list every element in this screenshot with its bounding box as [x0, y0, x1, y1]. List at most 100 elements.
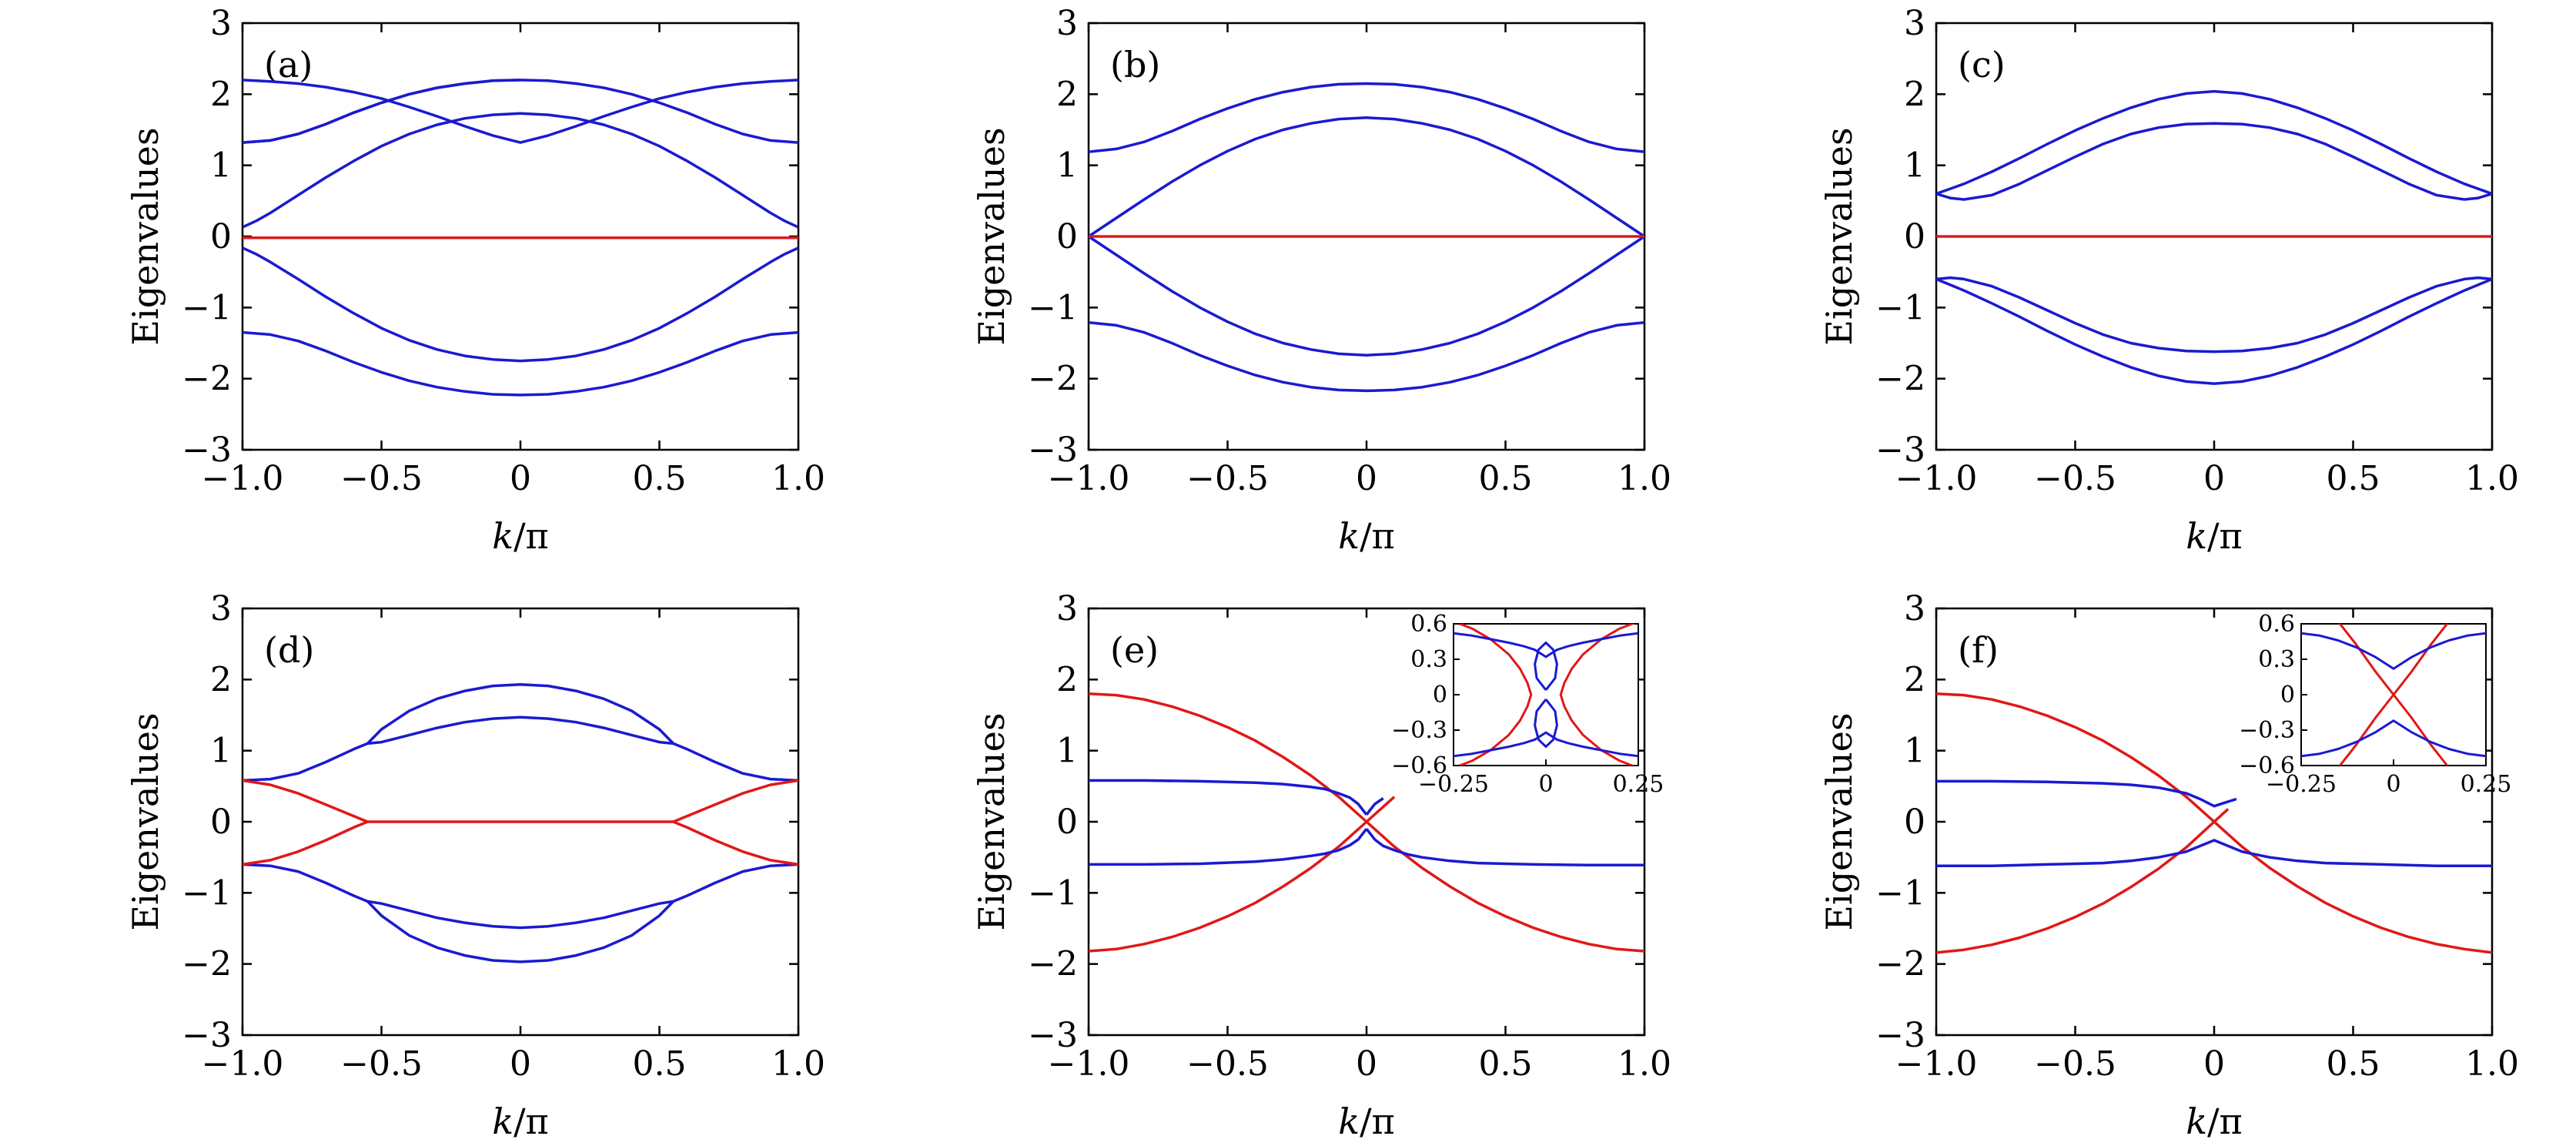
x-tick-label: −0.5	[340, 1044, 423, 1084]
y-tick-label: −1	[1028, 288, 1078, 327]
x-tick-label: −0.5	[1186, 1044, 1269, 1084]
y-tick-label: 3	[210, 589, 232, 628]
x-tick-label: 0	[1356, 1044, 1377, 1084]
series-red-lower-left	[243, 820, 369, 866]
y-tick-label: 3	[1056, 4, 1078, 43]
x-tick-label: 1.0	[2465, 1044, 2519, 1084]
x-axis-var: k	[2186, 1101, 2207, 1142]
y-axis-title: Eigenvalues	[971, 127, 1012, 345]
y-tick-label: 2	[1904, 660, 1925, 699]
inset-y-tick-label: −0.3	[1391, 717, 1447, 744]
panel-label: (a)	[264, 44, 313, 85]
panel-f: −1.0 −0.5 0 0.5 1.0 −3 −2 −1 0 1 2 3 k/π Eigenvalues (…	[1818, 589, 2519, 1142]
x-tick-label: 0.5	[633, 459, 687, 498]
series-red-up	[1089, 796, 1396, 953]
y-tick-label: −2	[1028, 360, 1078, 399]
y-axis-title: Eigenvalues	[125, 712, 166, 930]
series-group	[1089, 82, 1644, 393]
y-axis-title: Eigenvalues	[971, 712, 1012, 930]
y-tick-label: 1	[1056, 732, 1078, 771]
y-tick-label: −3	[1028, 1016, 1078, 1055]
x-axis-var: k	[1338, 1101, 1360, 1142]
inset-series-inset-red-b	[2338, 624, 2449, 766]
x-axis-title: k/π	[1338, 515, 1395, 557]
panel-label: (e)	[1110, 629, 1159, 671]
series-lower-inner	[1089, 235, 1644, 357]
x-tick-label: 0.5	[1479, 459, 1533, 498]
y-tick-label: −2	[182, 945, 232, 984]
y-tick-label: 1	[210, 732, 232, 771]
y-tick-label: 1	[1904, 146, 1925, 186]
inset-series-inset-blue-top	[2301, 632, 2486, 670]
x-tick-label: −0.5	[2034, 459, 2116, 498]
inset-y-tick-label: −0.6	[2239, 752, 2295, 779]
x-tick-label: 1.0	[1618, 1044, 1671, 1084]
panel-label: (d)	[264, 629, 314, 671]
y-tick-label: 0	[210, 217, 232, 256]
x-tick-label: −0.5	[2034, 1044, 2116, 1084]
inset-x-tick-label: 0	[1538, 771, 1553, 798]
series-lower-bubble-bottom	[366, 900, 674, 963]
x-axis-title: k/π	[2186, 1101, 2243, 1142]
series-blue-right-upper	[1365, 797, 1384, 816]
inset-y-tick-label: 0.6	[2258, 611, 2295, 638]
inset-series-inset-blue-loop-down	[1534, 699, 1558, 748]
x-tick-label: −1.0	[1048, 459, 1130, 498]
y-tick-label: 0	[1904, 217, 1925, 256]
x-axis-var: k	[492, 515, 514, 557]
x-tick-label: −1.0	[1895, 459, 1978, 498]
x-tick-label: 0	[1356, 459, 1377, 498]
series-lower-outer	[1089, 320, 1644, 393]
y-tick-label: 2	[210, 660, 232, 699]
x-axis-unit: /π	[514, 1101, 549, 1142]
series-blue-upper	[1936, 779, 2237, 808]
inset-series-inset-blue-bottom	[2301, 719, 2486, 758]
inset-y-tick-label: −0.3	[2239, 717, 2295, 744]
y-tick-label: 3	[1904, 589, 1925, 628]
x-tick-label: −1.0	[202, 459, 284, 498]
inset-y-tick-label: 0	[2280, 682, 2295, 709]
series-upper-bubble-top	[366, 683, 674, 745]
panel-label: (f)	[1958, 629, 1999, 671]
x-tick-label: −0.5	[1186, 459, 1269, 498]
series-lower-side-right	[672, 863, 798, 903]
x-tick-label: 0	[2203, 1044, 2225, 1084]
series-lower-outer	[243, 330, 798, 397]
inset-x-tick-label: 0	[2386, 771, 2400, 798]
y-tick-label: −3	[1875, 1016, 1925, 1055]
x-tick-label: −1.0	[1895, 1044, 1978, 1084]
series-upper-bubble-bottom	[367, 715, 674, 746]
panel-label: (c)	[1958, 44, 2006, 85]
panel-b: −1.0 −0.5 0 0.5 1.0 −3 −2 −1 0 1 2 3 k/π Eigenvalues (…	[971, 4, 1671, 557]
x-tick-label: 0.5	[1479, 1044, 1533, 1084]
inset-frame	[1453, 623, 1639, 766]
series-upper-side-right	[672, 742, 798, 782]
series-lower-side-left	[243, 863, 369, 903]
series-band1	[243, 79, 798, 144]
y-axis-title: Eigenvalues	[1818, 127, 1860, 345]
y-tick-label: 3	[1056, 589, 1078, 628]
x-axis-var: k	[492, 1101, 514, 1142]
x-axis-unit: /π	[2207, 1101, 2243, 1142]
x-axis-unit: /π	[1360, 515, 1395, 557]
y-tick-label: 2	[210, 75, 232, 114]
x-tick-label: 0	[2203, 459, 2225, 498]
y-tick-label: 1	[1904, 732, 1925, 771]
series-lower-inner	[243, 246, 798, 363]
series-lower-inner	[1936, 276, 2492, 354]
y-tick-label: −2	[182, 360, 232, 399]
x-tick-label: 1.0	[1618, 459, 1671, 498]
x-axis-title: k/π	[1338, 1101, 1395, 1142]
x-tick-label: 1.0	[771, 459, 825, 498]
panel-a: −1.0 −0.5 0 0.5 1.0 −3 −2 −1 0 1 2 3 k/π Eigenvalues (…	[125, 4, 825, 557]
y-tick-label: −1	[182, 873, 232, 913]
y-axis-title: Eigenvalues	[1818, 712, 1860, 930]
inset-series-inset-blue-bottom	[1454, 731, 1638, 758]
inset-x-tick-label: 0.25	[1613, 771, 1664, 798]
series-group	[1936, 692, 2492, 954]
y-tick-label: 1	[210, 146, 232, 186]
y-tick-label: 2	[1056, 660, 1078, 699]
x-axis-unit: /π	[514, 515, 549, 557]
x-tick-label: −1.0	[1048, 1044, 1130, 1084]
